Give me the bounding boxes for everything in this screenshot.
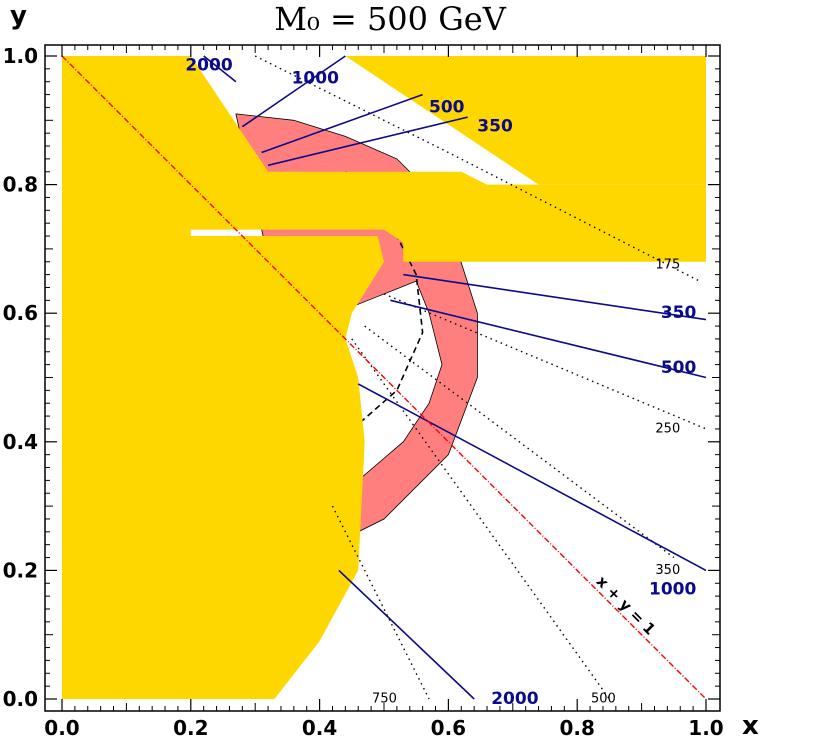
x-tick-label: 0.2: [173, 716, 208, 739]
solid-contour-350: [267, 116, 468, 167]
y-tick-label: 0.6: [3, 301, 38, 325]
chart-title: M₀ = 500 GeV: [274, 0, 507, 38]
solid-contour-label-2000: 2000: [491, 689, 538, 709]
excluded-region-1: [345, 56, 706, 185]
solid-contour-label-2000: 2000: [185, 56, 232, 76]
dotted-contour-label-500: 500: [591, 692, 616, 707]
diagonal-line: [61, 55, 707, 700]
excluded-region-0: [62, 56, 706, 699]
y-tick-label: 0.8: [3, 173, 38, 197]
dotted-contour-label-750: 750: [372, 692, 397, 707]
contour-lines-layer: [61, 55, 707, 700]
solid-contour-2000: [338, 569, 475, 700]
dotted-contour-label-250: 250: [655, 421, 680, 436]
x-tick-label: 0.4: [302, 716, 337, 739]
y-tick-label: 0.0: [3, 687, 38, 711]
solid-contour-label-350: 350: [477, 117, 513, 137]
dotted-contour-175: [254, 55, 700, 282]
solid-contour-1000: [241, 55, 346, 128]
y-tick-label: 0.2: [3, 558, 38, 582]
dotted-contour-label-350: 350: [655, 563, 680, 578]
x-tick-label: 0.6: [431, 716, 466, 739]
y-tick-label: 1.0: [3, 44, 38, 68]
solid-contour-label-1000: 1000: [649, 580, 696, 600]
solid-contour-2000: [203, 55, 237, 83]
y-axis-label: y: [10, 1, 27, 31]
solid-contour-350: [403, 273, 707, 321]
excluded-region-2: [177, 236, 384, 699]
axis-ticks: 0.0 0.2 0.4 0.6 0.8 1.0 0.0 0.2 0.4 0.6 0.8 1.0: [3, 44, 724, 739]
dotted-contour-label-175: 175: [655, 257, 680, 272]
solid-contour-label-500: 500: [429, 97, 465, 117]
solid-contour-label-500: 500: [661, 358, 697, 378]
solid-contour-1000: [357, 383, 707, 572]
y-tick-label: 0.4: [3, 430, 38, 454]
solid-contour-label-1000: 1000: [292, 69, 339, 89]
x-axis-label: x: [742, 711, 759, 739]
dotted-contour-500: [351, 338, 610, 700]
x-tick-label: 1.0: [688, 716, 723, 739]
solid-contour-label-350: 350: [661, 303, 697, 323]
solid-contour-500: [261, 93, 423, 154]
dotted-contour-350: [364, 325, 675, 559]
excluded-region-layer: [62, 56, 706, 699]
solid-contour-500: [390, 299, 707, 379]
x-tick-label: 0.8: [559, 716, 594, 739]
x-tick-label: 0.0: [44, 716, 79, 739]
